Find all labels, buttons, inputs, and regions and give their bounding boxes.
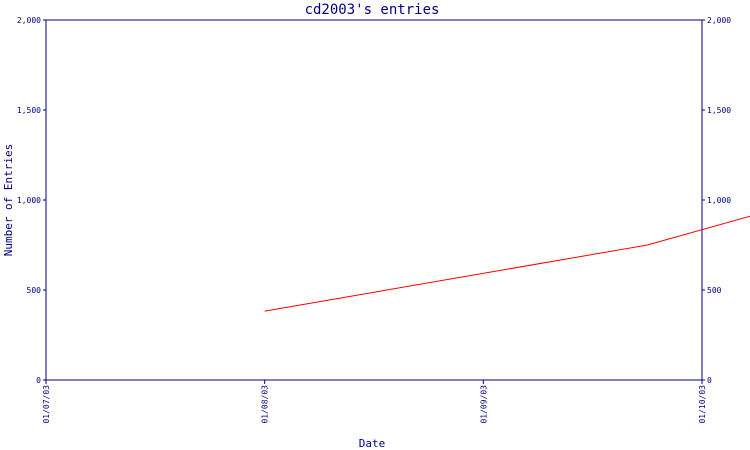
- y-tick-label-right: 1,500: [707, 106, 731, 115]
- y-tick-label-right: 500: [707, 286, 722, 295]
- x-axis-label: Date: [359, 437, 386, 450]
- y-tick-label-left: 0: [36, 376, 41, 385]
- chart-title: cd2003's entries: [305, 2, 440, 18]
- y-tick-label-left: 1,000: [17, 196, 41, 205]
- y-tick-label-left: 500: [27, 286, 42, 295]
- x-tick-label: 01/08/03: [261, 385, 270, 424]
- x-tick-label: 01/09/03: [479, 385, 488, 424]
- y-tick-label-right: 2,000: [707, 16, 731, 25]
- x-tick-label: 01/07/03: [42, 385, 51, 424]
- y-axis-ticks: 0 0 500 500 1,000 1,000 1,500 1,500 2,000 2,000: [17, 16, 731, 385]
- y-tick-label-right: 0: [707, 376, 712, 385]
- series-layer: [264, 215, 750, 312]
- plot-area-frame: [45, 19, 703, 381]
- y-tick-label-right: 1,000: [707, 196, 731, 205]
- y-axis-label: Number of Entries: [2, 144, 15, 257]
- y-tick-label-left: 1,500: [17, 106, 41, 115]
- x-axis-ticks: 01/07/03 01/08/03 01/09/03 01/10/03: [42, 380, 707, 424]
- y-tick-label-left: 2,000: [17, 16, 41, 25]
- x-tick-label: 01/10/03: [698, 385, 707, 424]
- series-line: [264, 215, 750, 312]
